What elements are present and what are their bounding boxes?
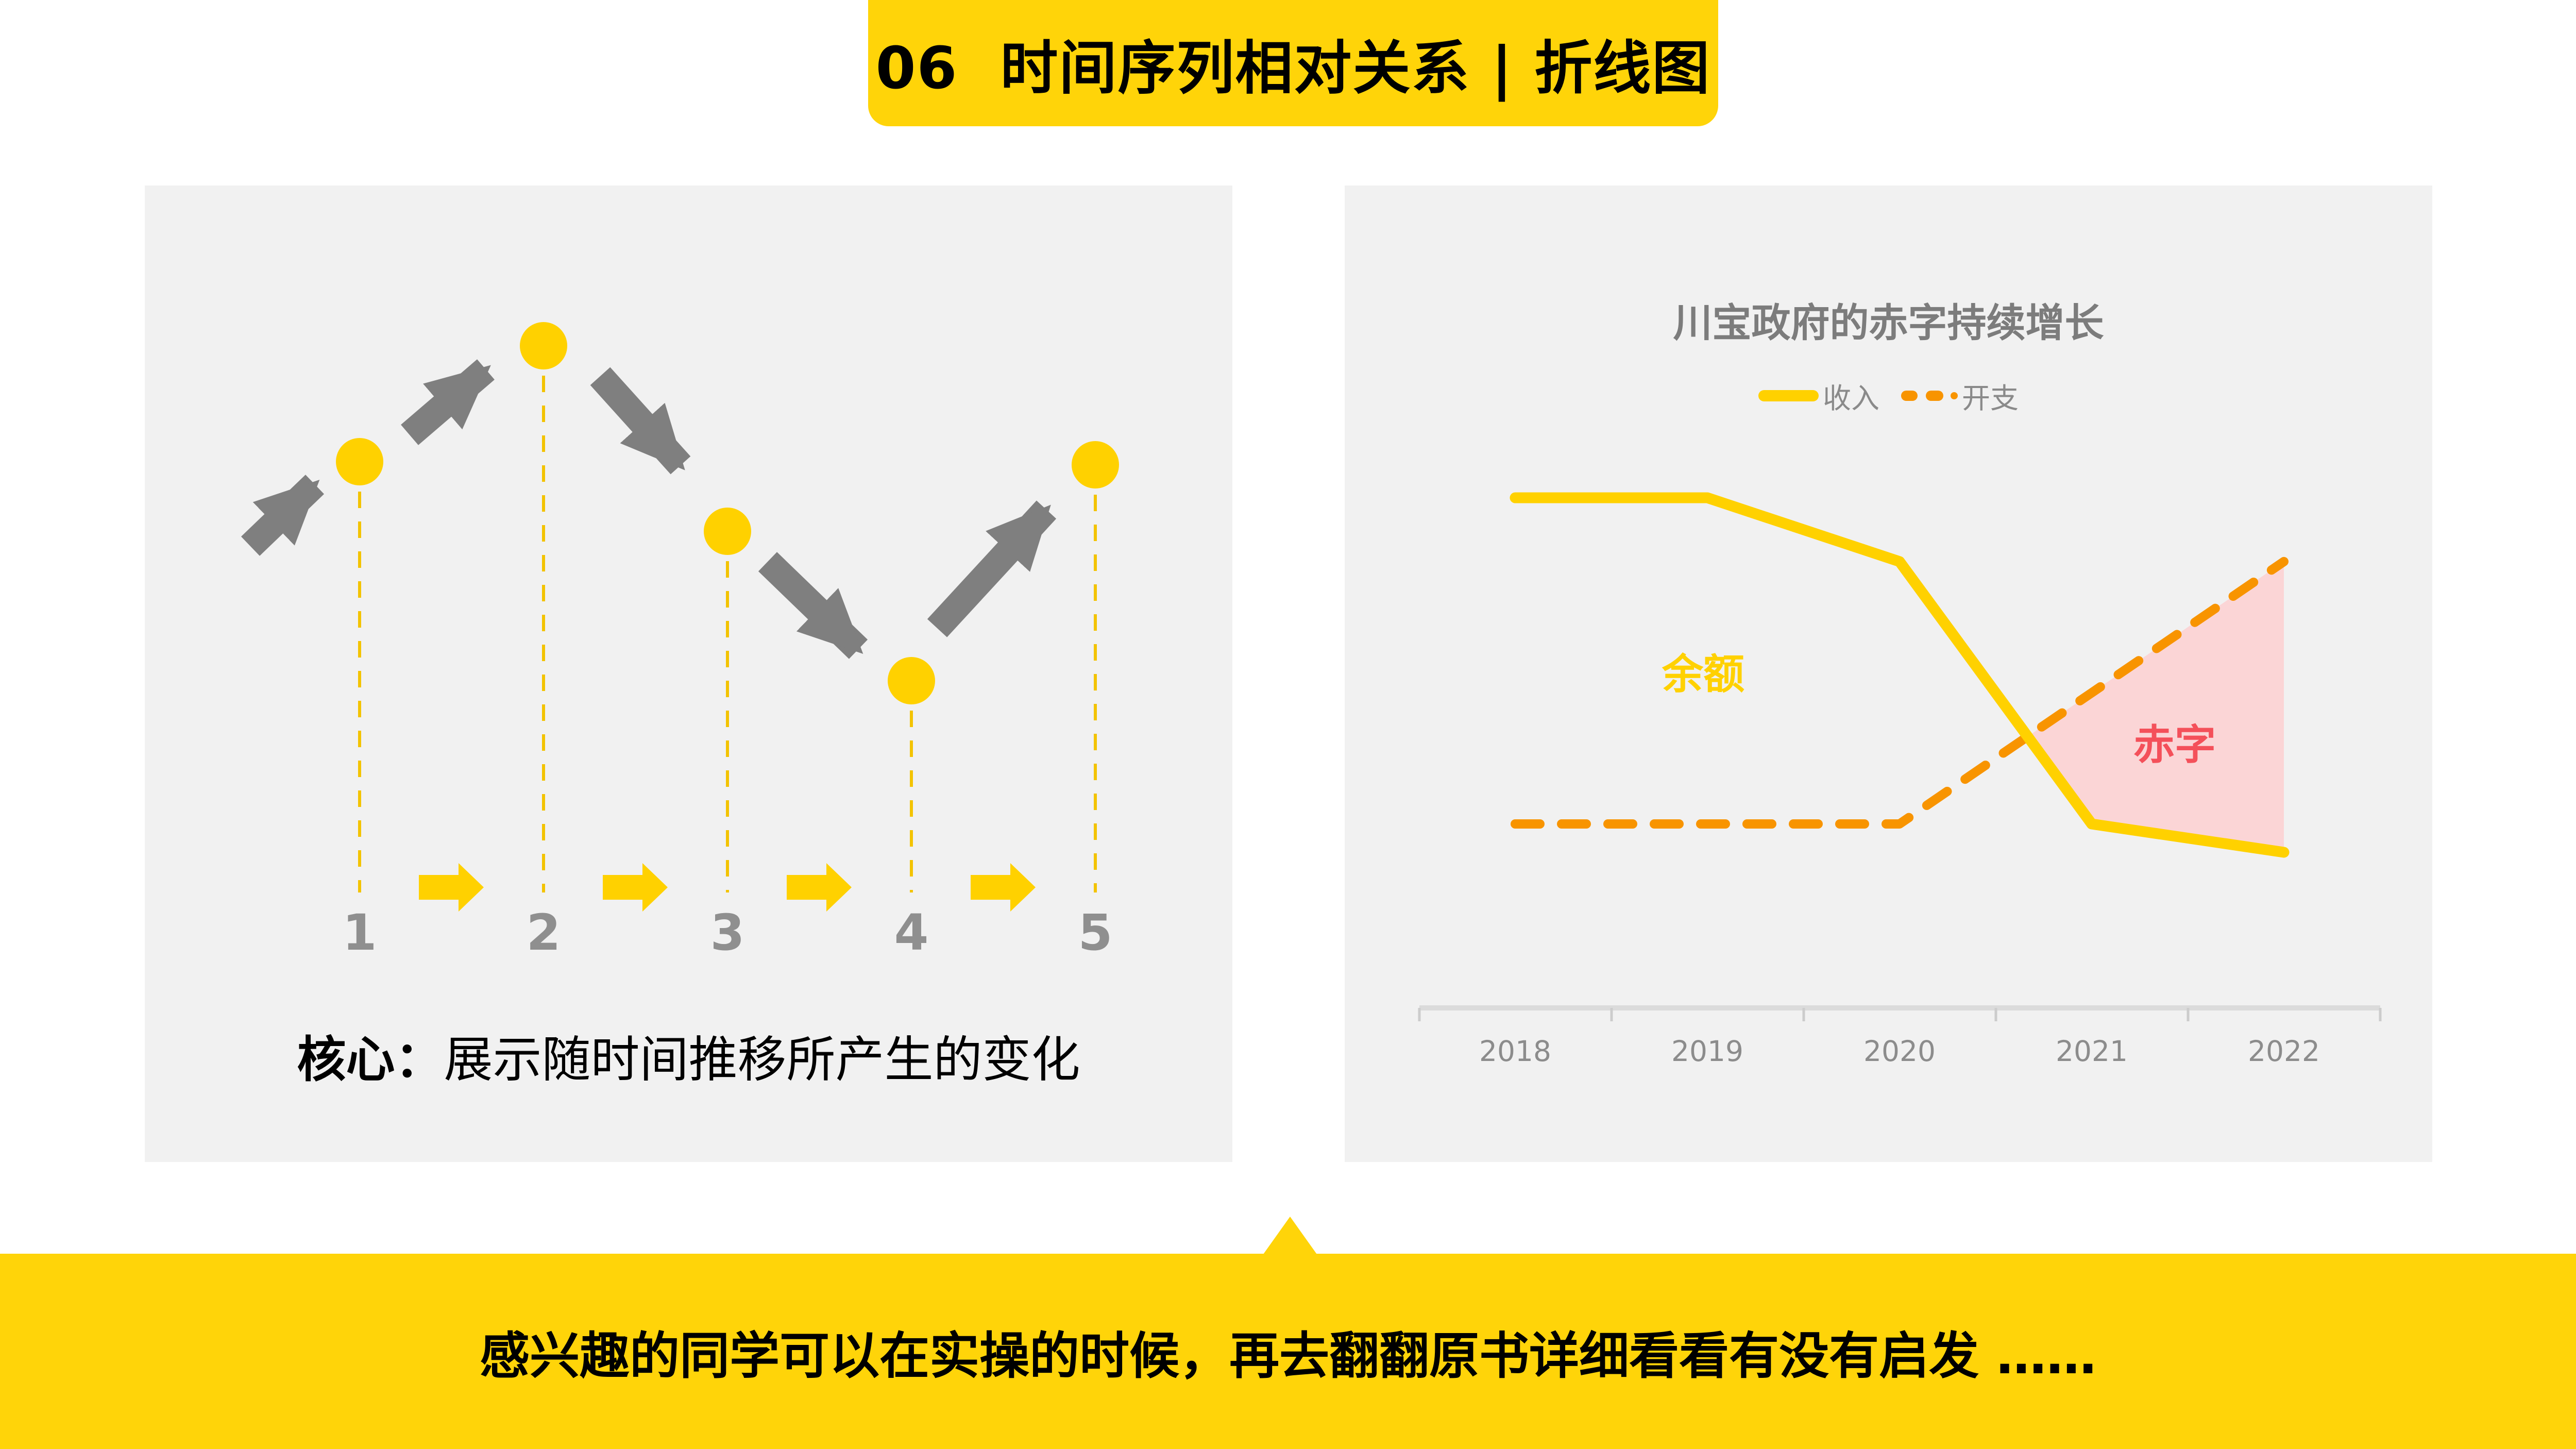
footer-note: 感兴趣的同学可以在实操的时候，再去翻翻原书详细看看有没有启发 …… xyxy=(480,1327,2096,1385)
income-line xyxy=(1510,492,2290,858)
chart-title: 川宝政府的赤字持续增长 xyxy=(1673,300,2104,346)
left-panel: 1 2 3 4 5 核心：展示随时间推移所产生的变化 xyxy=(145,186,1232,1162)
right-arrow-icon xyxy=(787,863,852,912)
footer-banner: 感兴趣的同学可以在实操的时候，再去翻翻原书详细看看有没有启发 …… xyxy=(0,1254,2576,1449)
right-arrow-icon xyxy=(603,863,668,912)
dot-2 xyxy=(520,322,567,369)
deficit-area xyxy=(2027,561,2284,852)
down-arrow-icon xyxy=(590,367,691,475)
banner-pointer-triangle-icon xyxy=(1263,1217,1317,1254)
dot-4 xyxy=(888,657,935,704)
dot-1 xyxy=(336,438,383,485)
trend-illustration xyxy=(241,322,1119,912)
legend-label-expenses: 开支 xyxy=(1962,382,2019,415)
caption-text: 展示随时间推移所产生的变化 xyxy=(444,1032,1080,1088)
expense-line xyxy=(1511,557,2289,829)
up-arrow-icon xyxy=(241,475,325,556)
caption-prefix: 核心： xyxy=(297,1032,444,1088)
up-arrow-icon xyxy=(927,500,1057,637)
step-number-4: 4 xyxy=(894,904,929,962)
legend-swatch-income xyxy=(1758,390,1819,401)
legend-label-income: 收入 xyxy=(1822,382,1879,415)
step-number-5: 5 xyxy=(1078,904,1113,962)
page-title: 06 时间序列相对关系 | 折线图 xyxy=(875,35,1711,102)
step-number-2: 2 xyxy=(526,904,561,962)
deficit-label: 赤字 xyxy=(2133,721,2216,769)
step-number-3: 3 xyxy=(710,904,745,962)
year-label-2021: 2021 xyxy=(2056,1035,2128,1068)
year-label-2020: 2020 xyxy=(1863,1035,1936,1068)
year-label-2019: 2019 xyxy=(1671,1035,1743,1068)
trend-arrow-icons xyxy=(241,359,1057,659)
x-axis-ticks xyxy=(1418,1008,2382,1021)
right-arrow-icon xyxy=(971,863,1036,912)
legend-swatch-expenses xyxy=(1901,391,1958,401)
step-arrow-icons xyxy=(419,863,1036,912)
chart-legend: 收入 开支 xyxy=(1345,375,2432,416)
up-arrow-icon xyxy=(401,359,495,445)
left-caption: 核心：展示随时间推移所产生的变化 xyxy=(145,1032,1232,1088)
x-axis xyxy=(1418,1005,2382,1021)
dot-5 xyxy=(1072,441,1119,488)
down-arrow-icon xyxy=(758,552,868,659)
year-label-2018: 2018 xyxy=(1479,1035,1551,1068)
dot-3 xyxy=(704,508,751,555)
step-number-1: 1 xyxy=(342,904,377,962)
deficit-chart xyxy=(1418,492,2382,1021)
title-badge: 06 时间序列相对关系 | 折线图 xyxy=(868,0,1718,126)
dropline-group xyxy=(358,376,1097,892)
data-dots xyxy=(336,322,1119,704)
year-label-2022: 2022 xyxy=(2248,1035,2320,1068)
right-panel: 川宝政府的赤字持续增长 收入 开支 xyxy=(1345,186,2432,1162)
right-arrow-icon xyxy=(419,863,484,912)
balance-label: 余额 xyxy=(1662,650,1744,698)
